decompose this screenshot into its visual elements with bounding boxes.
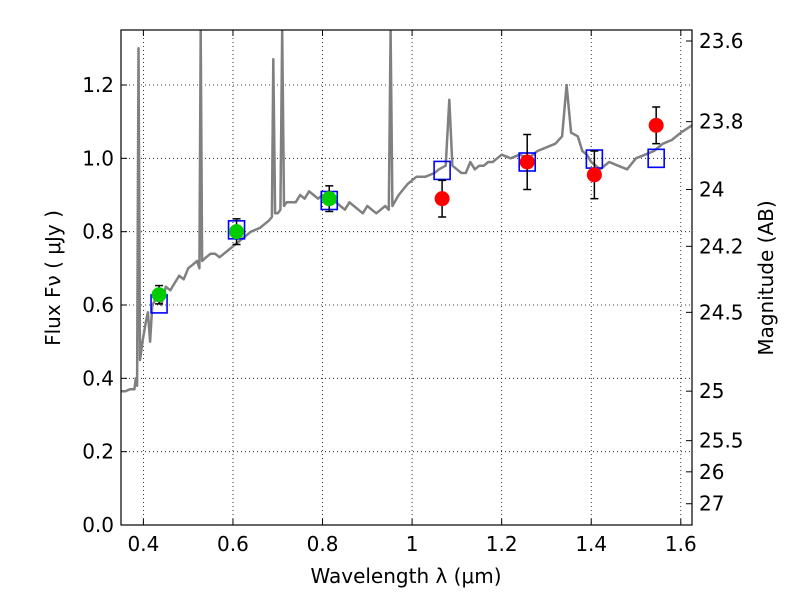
x-tick-label: 0.6	[217, 532, 249, 556]
right-tick-label: 24	[699, 178, 724, 202]
right-axis-label: Magnitude (AB)	[754, 200, 778, 355]
measured-point	[151, 287, 167, 303]
x-tick-label: 1	[406, 532, 419, 556]
y-axis-label: Flux Fν ( μJy )	[41, 210, 65, 346]
right-tick-label: 24.5	[699, 300, 744, 324]
y-tick-label: 0.4	[82, 366, 114, 390]
measured-point	[648, 117, 664, 133]
measured-point	[434, 191, 450, 207]
right-tick-label: 26	[699, 460, 724, 484]
right-tick-label: 23.8	[699, 110, 744, 134]
spectrum-line	[121, 30, 692, 393]
model-photometry-square	[647, 148, 665, 169]
plot-area	[121, 30, 692, 393]
x-tick-label: 0.4	[127, 532, 159, 556]
right-tick-label: 27	[699, 492, 724, 516]
measured-point	[229, 224, 245, 240]
right-tick-label: 25	[699, 379, 724, 403]
model-photometry-square	[433, 160, 451, 181]
measured-point	[321, 191, 337, 207]
x-tick-label: 1.4	[575, 532, 607, 556]
x-tick-label: 1.2	[486, 532, 518, 556]
y-tick-label: 1.2	[82, 73, 114, 97]
y-tick-label: 0.0	[82, 513, 114, 537]
y-tick-label: 0.8	[82, 220, 114, 244]
x-axis-label: Wavelength λ (μm)	[310, 564, 501, 588]
x-tick-label: 1.6	[665, 532, 697, 556]
x-tick-label: 0.8	[307, 532, 339, 556]
axis-ticks: 0.4 0.6 0.8 1 1.2 1.4 1.6 0.0 0.2 0.4 0.6 0.8 1.0 1.2…	[82, 29, 743, 556]
y-tick-label: 0.2	[82, 440, 114, 464]
right-tick-label: 23.6	[699, 29, 744, 53]
right-tick-label: 25.5	[699, 429, 744, 453]
right-tick-label: 24.2	[699, 234, 744, 258]
axes-frame	[120, 29, 693, 526]
y-tick-label: 0.6	[82, 293, 114, 317]
y-tick-label: 1.0	[82, 146, 114, 170]
measured-point	[586, 167, 602, 183]
measured-point	[519, 154, 535, 170]
grid-lines	[121, 30, 692, 526]
